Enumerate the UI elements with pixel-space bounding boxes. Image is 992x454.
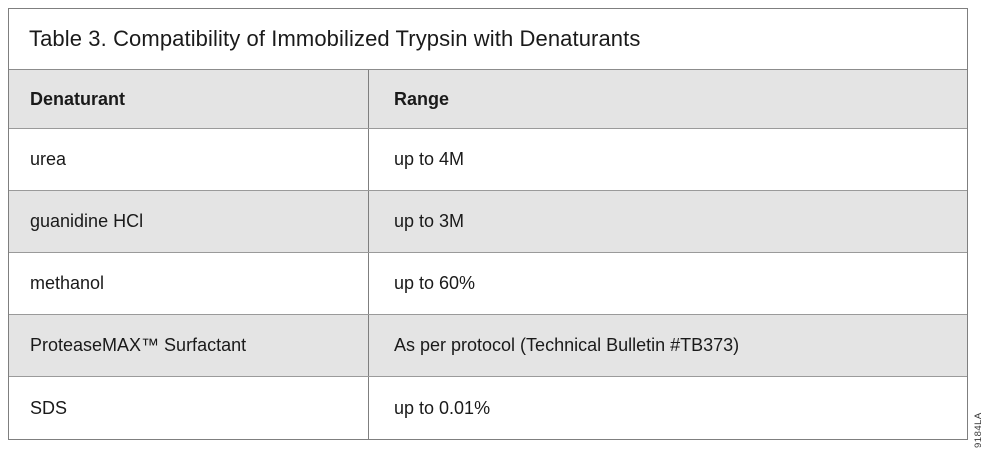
table-header-row: Denaturant Range bbox=[9, 70, 967, 129]
table-row: SDS up to 0.01% bbox=[9, 377, 967, 439]
cell-denaturant: methanol bbox=[9, 253, 369, 314]
table-row: ProteaseMAX™ Surfactant As per protocol … bbox=[9, 315, 967, 377]
cell-range: up to 60% bbox=[394, 273, 476, 293]
table-title: Table 3. Compatibility of Immobilized Tr… bbox=[9, 9, 967, 70]
cell-range: As per protocol (Technical Bulletin #TB3… bbox=[394, 335, 740, 355]
cell-denaturant: SDS bbox=[9, 377, 369, 439]
figure-part-number: 9184LA bbox=[973, 412, 984, 448]
cell-range: up to 4M bbox=[394, 149, 465, 169]
cell-denaturant: urea bbox=[9, 129, 369, 190]
cell-denaturant: guanidine HCl bbox=[9, 191, 369, 252]
table-figure: Table 3. Compatibility of Immobilized Tr… bbox=[8, 8, 968, 440]
cell-range: up to 3M bbox=[394, 211, 465, 231]
table-row: guanidine HCl up to 3M bbox=[9, 191, 967, 253]
table-row: urea up to 4M bbox=[9, 129, 967, 191]
column-header-range: Range bbox=[394, 88, 450, 109]
column-header-denaturant: Denaturant bbox=[9, 70, 369, 128]
cell-denaturant: ProteaseMAX™ Surfactant bbox=[9, 315, 369, 376]
table-row: methanol up to 60% bbox=[9, 253, 967, 315]
cell-range: up to 0.01% bbox=[394, 397, 491, 418]
